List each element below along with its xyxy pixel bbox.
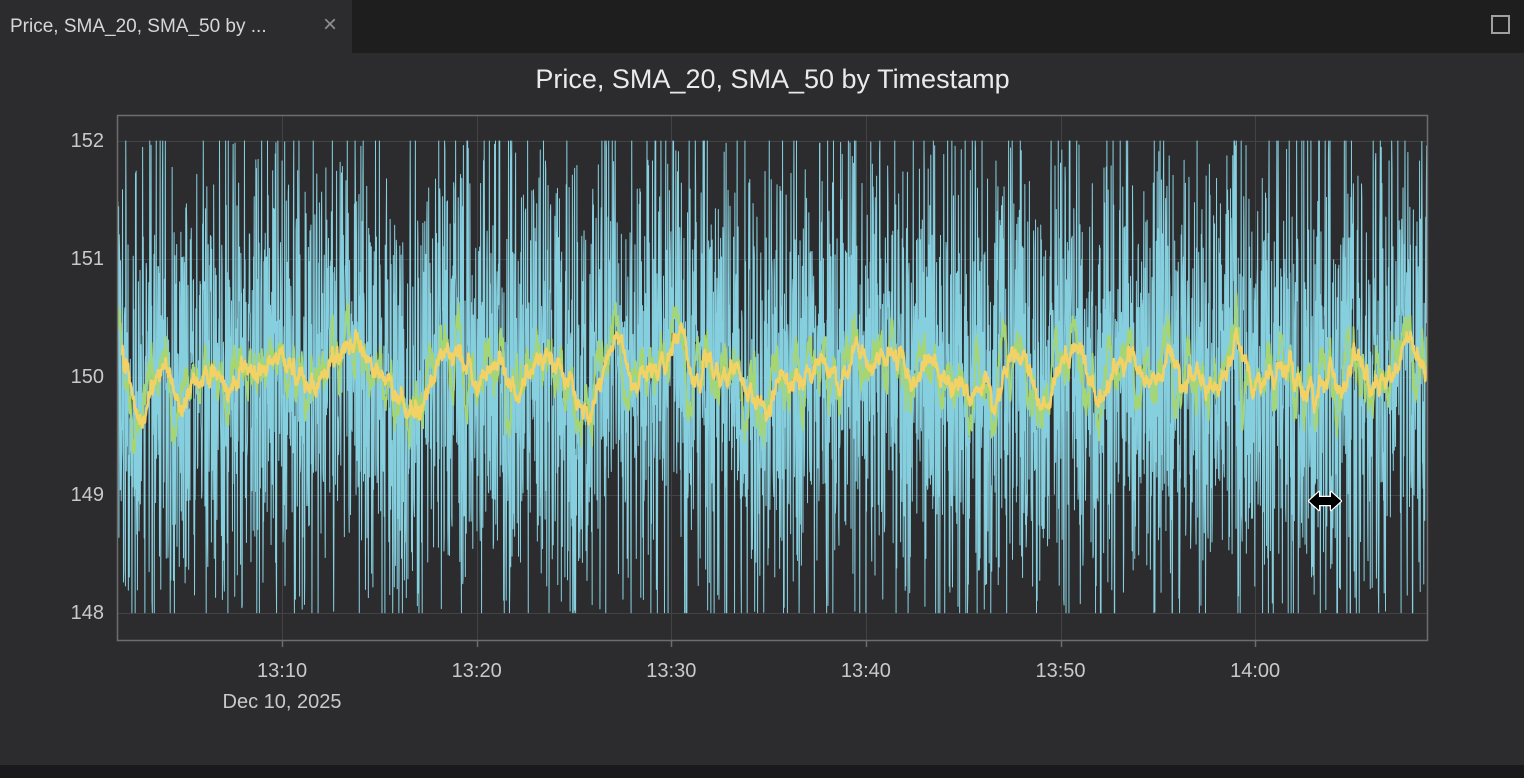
x-tick-label: 13:50 (1035, 660, 1086, 682)
tab-bar: Price, SMA_20, SMA_50 by ... × (0, 0, 1524, 53)
x-axis-date-label: Dec 10, 2025 (222, 691, 342, 713)
y-tick-label: 149 (70, 483, 104, 506)
y-tick-label: 152 (70, 129, 104, 152)
x-tick-label: 14:00 (1230, 660, 1281, 682)
square-outline-icon[interactable] (1491, 15, 1510, 34)
chart-title: Price, SMA_20, SMA_50 by Timestamp (535, 64, 1010, 94)
y-tick-label: 150 (70, 365, 104, 388)
tab-price-sma[interactable]: Price, SMA_20, SMA_50 by ... × (0, 0, 352, 53)
y-tick-label: 148 (70, 601, 104, 624)
y-tick-label: 151 (70, 247, 104, 270)
x-tick-label: 13:30 (646, 660, 697, 682)
tab-label: Price, SMA_20, SMA_50 by ... (10, 15, 267, 37)
x-tick-label: 13:10 (257, 660, 308, 682)
x-tick-label: 13:40 (840, 660, 891, 682)
chart-figure: Price, SMA_20, SMA_50 by Timestamp 148 14… (0, 53, 1524, 765)
close-icon[interactable]: × (322, 10, 337, 38)
x-tick-label: 13:20 (451, 660, 502, 682)
bottom-strip (0, 765, 1524, 778)
chart-canvas[interactable] (0, 53, 1524, 765)
